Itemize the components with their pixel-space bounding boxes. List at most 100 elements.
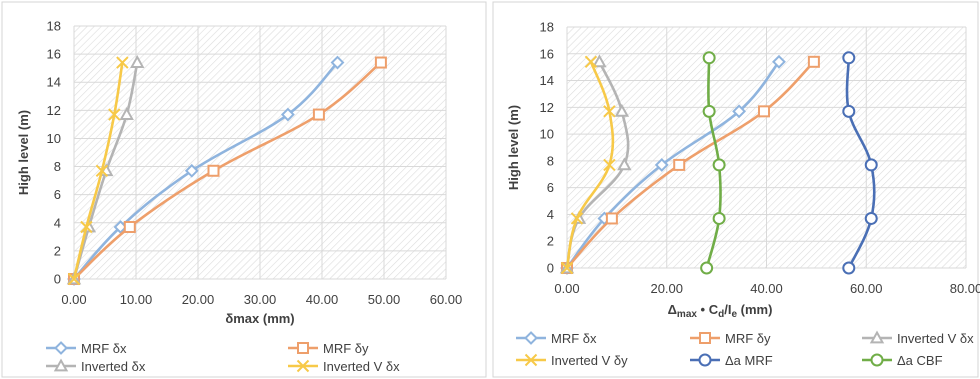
x-tick-label: 0.00	[61, 292, 86, 307]
y-tick-label: 16	[540, 46, 554, 61]
legend-marker-inverted-deltax	[53, 358, 69, 372]
legend-label-inverted-v-deltax: Inverted V δx	[323, 359, 400, 374]
data-point-inverted-v-deltay	[603, 158, 616, 172]
chart-frame-left	[1, 1, 487, 378]
x-axis-label-subscript: d	[718, 309, 724, 320]
y-tick-label: 0	[547, 261, 554, 276]
x-axis-label-part: /I	[724, 302, 731, 317]
x-tick-label: 10.00	[120, 292, 153, 307]
data-point-inverted-v-deltax	[617, 157, 632, 171]
data-point-deltaa-mrf	[864, 211, 878, 225]
data-point-mrf-deltax	[280, 107, 295, 122]
y-tick-label: 4	[547, 207, 554, 222]
data-point-deltaa-cbf	[702, 104, 716, 118]
data-point-mrf-deltax	[732, 104, 746, 119]
data-point-mrf-deltay	[605, 212, 618, 225]
legend-marker-inverted-v-deltay	[524, 353, 538, 367]
legend-label-mrf-deltax: MRF δx	[551, 331, 597, 346]
x-tick-label: 30.00	[244, 292, 277, 307]
x-tick-label: 20.00	[182, 292, 215, 307]
data-point-inverted-v-deltax	[95, 164, 109, 177]
legend-label-mrf-deltax: MRF δx	[81, 341, 127, 356]
y-tick-label: 18	[540, 20, 554, 35]
y-tick-label: 10	[47, 131, 61, 146]
y-tick-label: 6	[547, 180, 554, 195]
data-point-deltaa-mrf	[864, 158, 878, 172]
y-tick-label: 14	[540, 73, 554, 88]
y-tick-label: 8	[547, 153, 554, 168]
data-point-mrf-deltax	[654, 157, 669, 172]
x-tick-label: 0.00	[554, 281, 579, 296]
y-tick-label: 10	[540, 127, 554, 142]
y-tick-label: 2	[54, 243, 61, 258]
data-point-mrf-deltax	[330, 55, 345, 70]
legend-label-mrf-deltay: MRF δy	[725, 331, 771, 346]
data-point-inverted-v-deltax	[108, 108, 121, 121]
data-point-deltaa-cbf	[700, 261, 714, 275]
data-point-mrf-deltay	[312, 108, 325, 121]
data-point-inverted-v-deltay	[603, 105, 616, 118]
y-tick-label: 18	[47, 19, 61, 34]
legend-label-mrf-deltay: MRF δy	[323, 341, 369, 356]
legend-marker-mrf-deltay	[297, 342, 309, 354]
y-tick-label: 14	[47, 75, 61, 90]
x-axis-label-subscript: e	[731, 309, 737, 320]
data-point-inverted-v-deltax	[80, 220, 93, 234]
legend-label-inverted-v-deltay: Inverted V δy	[551, 353, 628, 368]
data-point-mrf-deltay	[123, 220, 136, 233]
y-tick-label: 12	[540, 100, 554, 115]
y-tick-label: 2	[547, 234, 554, 249]
legend-label-inverted-deltax: Inverted δx	[81, 359, 146, 374]
y-tick-label: 16	[47, 47, 61, 62]
legend-marker-mrf-deltax	[524, 331, 538, 345]
y-tick-label: 4	[54, 215, 61, 230]
y-axis-label: High level (m)	[506, 105, 521, 190]
data-point-inverted-deltax	[119, 106, 134, 120]
x-axis-label: δmax (mm)	[225, 311, 294, 326]
data-point-inverted-v-deltay	[570, 212, 584, 225]
data-point-mrf-deltax	[184, 163, 199, 178]
x-axis-label-part: Δ	[668, 302, 677, 317]
legend-marker-deltaa-cbf	[870, 353, 884, 367]
data-point-deltaa-cbf	[712, 211, 726, 225]
data-point-inverted-v-deltay	[584, 55, 598, 69]
data-point-deltaa-cbf	[712, 158, 726, 172]
x-axis-label-subscript: max	[677, 309, 697, 320]
x-tick-label: 50.00	[368, 292, 401, 307]
y-axis-label: High level (m)	[16, 110, 31, 195]
data-point-inverted-v-deltax	[614, 103, 630, 117]
x-axis-label-part: • C	[697, 302, 719, 317]
legend-label-deltaa-cbf: Δa CBF	[897, 353, 943, 368]
x-tick-label: 80.00	[950, 281, 980, 296]
x-tick-label: 40.00	[750, 281, 783, 296]
data-point-mrf-deltay	[673, 158, 686, 171]
legend-marker-mrf-deltax	[54, 341, 68, 355]
x-tick-label: 60.00	[430, 292, 463, 307]
legend-label-inverted-v-deltax: Inverted V δx	[897, 331, 974, 346]
chart-left: 0 2 4 6 8 10 12 14 16 18 0.00 10.00 20.00 30.00 40.00 5…	[16, 19, 462, 375]
legend-marker-inverted-v-deltax	[296, 359, 310, 373]
x-tick-label: 40.00	[306, 292, 339, 307]
y-tick-label: 0	[54, 272, 61, 287]
data-point-mrf-deltay	[374, 56, 387, 69]
data-point-mrf-deltay	[807, 55, 820, 68]
x-tick-label: 60.00	[850, 281, 883, 296]
data-point-inverted-v-deltax	[592, 54, 607, 68]
x-tick-label: 20.00	[650, 281, 683, 296]
data-point-deltaa-mrf	[842, 261, 856, 275]
data-point-mrf-deltax	[772, 54, 786, 69]
data-point-mrf-deltay	[758, 105, 771, 118]
legend-marker-deltaa-mrf	[698, 353, 712, 367]
y-tick-label: 12	[47, 103, 61, 118]
y-tick-label: 6	[54, 187, 61, 202]
data-point-inverted-v-deltay	[560, 261, 574, 275]
data-point-inverted-v-deltax	[67, 272, 81, 286]
data-point-inverted-v-deltax	[116, 56, 129, 69]
data-point-mrf-deltay	[207, 164, 220, 177]
data-point-deltaa-cbf	[702, 51, 716, 65]
legend-marker-mrf-deltay	[699, 332, 711, 344]
y-tick-label: 8	[54, 159, 61, 174]
data-point-inverted-deltax	[130, 54, 145, 68]
x-axis-label-part: (mm)	[737, 302, 772, 317]
